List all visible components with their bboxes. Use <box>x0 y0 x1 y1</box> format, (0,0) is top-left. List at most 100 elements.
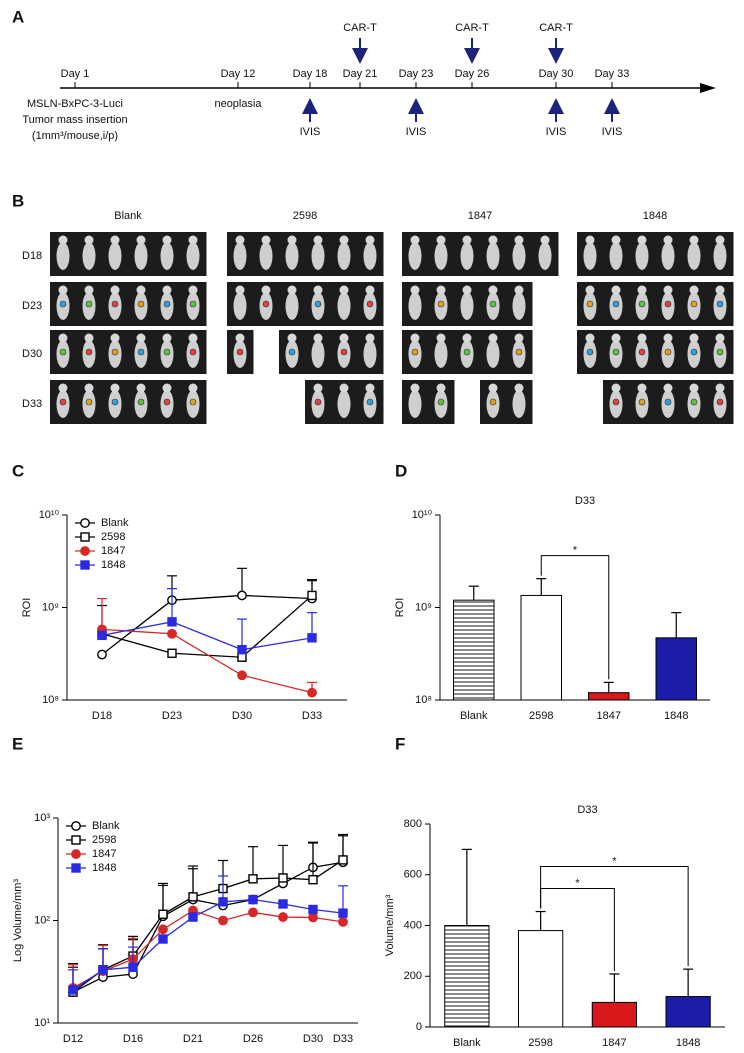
point <box>307 687 317 698</box>
y-axis-label: Volume/mm³ <box>384 894 396 956</box>
mouse-head <box>188 383 198 393</box>
signal-spot <box>236 348 244 356</box>
significance-bracket <box>540 866 689 967</box>
point <box>278 899 288 909</box>
imaging-label: IVIS <box>546 126 567 138</box>
signal-spot <box>411 348 419 356</box>
mouse-head <box>462 235 472 245</box>
y-axis-label: ROI <box>21 598 33 618</box>
mouse-head <box>663 333 673 343</box>
mouse-head <box>136 333 146 343</box>
panel-label: F <box>395 734 405 753</box>
mouse-head <box>136 285 146 295</box>
mouse-head <box>637 383 647 393</box>
mouse-head <box>58 285 68 295</box>
mouse-body <box>285 242 299 270</box>
mouse-head <box>410 333 420 343</box>
signal-spot <box>340 348 348 356</box>
mouse-body <box>460 292 474 320</box>
mouse-body <box>363 340 377 368</box>
mouse-head <box>637 333 647 343</box>
point <box>237 644 247 655</box>
point <box>158 909 168 919</box>
point <box>248 894 258 905</box>
point <box>308 904 318 915</box>
legend-marker <box>80 518 90 528</box>
y-tick-label: 10¹ <box>34 1017 50 1029</box>
legend-label: 1848 <box>101 559 125 571</box>
series-line <box>101 621 313 651</box>
mouse-head <box>110 235 120 245</box>
mouse-body <box>512 390 526 418</box>
point <box>248 907 258 918</box>
mouse-head <box>689 333 699 343</box>
group-label: 2598 <box>293 210 317 222</box>
mouse-head <box>235 285 245 295</box>
mouse-head <box>235 333 245 343</box>
mouse-body <box>460 242 474 270</box>
mouse-head <box>287 333 297 343</box>
signal-spot <box>262 300 270 308</box>
mouse-head <box>540 235 550 245</box>
timeline-day: Day 1 <box>61 68 90 80</box>
signal-spot <box>437 300 445 308</box>
mouse-body <box>434 340 448 368</box>
mouse-body <box>486 340 500 368</box>
treatment-label: CAR-T <box>539 22 573 34</box>
significance-bracket <box>540 555 610 680</box>
legend-label: Blank <box>101 517 129 529</box>
mouse-head <box>58 333 68 343</box>
point <box>338 855 348 865</box>
point <box>188 892 198 902</box>
point <box>97 649 107 660</box>
mouse-body <box>661 242 675 270</box>
point <box>278 873 288 883</box>
mouse-head <box>162 333 172 343</box>
x-tick-label: D33 <box>333 1033 353 1045</box>
point <box>237 670 247 681</box>
y-tick-label: 400 <box>404 919 422 931</box>
mouse-head <box>663 383 673 393</box>
mouse-head <box>339 285 349 295</box>
signal-spot <box>664 300 672 308</box>
y-tick-label: 10⁸ <box>415 694 432 706</box>
signal-spot <box>85 300 93 308</box>
mouse-body <box>635 242 649 270</box>
mouse-head <box>136 383 146 393</box>
mouse-body <box>160 242 174 270</box>
mouse-head <box>514 235 524 245</box>
timeline-arrowhead <box>700 83 716 93</box>
signal-spot <box>85 398 93 406</box>
point <box>167 648 177 658</box>
legend-marker <box>71 863 81 873</box>
mouse-head <box>84 235 94 245</box>
mouse-head <box>462 285 472 295</box>
mouse-head <box>84 383 94 393</box>
timeline-note: Tumor mass insertion <box>22 114 127 126</box>
signal-spot <box>189 348 197 356</box>
point <box>97 630 107 641</box>
legend-marker <box>71 835 81 845</box>
mouse-head <box>287 235 297 245</box>
signal-spot <box>314 398 322 406</box>
signal-spot <box>690 300 698 308</box>
x-tick-label: D12 <box>63 1033 83 1045</box>
series-line <box>101 628 313 694</box>
timeline-day: Day 30 <box>539 68 574 80</box>
signal-spot <box>716 398 724 406</box>
y-tick-label: 600 <box>404 869 422 881</box>
imaging-label: IVIS <box>300 126 321 138</box>
signal-spot <box>288 348 296 356</box>
mouse-head <box>585 333 595 343</box>
timeline-day: Day 18 <box>293 68 328 80</box>
timeline-note: MSLN-BxPC-3-Luci <box>27 98 123 110</box>
mouse-head <box>715 285 725 295</box>
point <box>308 875 318 885</box>
mouse-head <box>188 285 198 295</box>
bar <box>591 1001 637 1028</box>
y-tick-label: 10² <box>34 914 50 926</box>
mouse-head <box>715 333 725 343</box>
significance-label: * <box>573 545 578 557</box>
row-label: D33 <box>22 398 42 410</box>
